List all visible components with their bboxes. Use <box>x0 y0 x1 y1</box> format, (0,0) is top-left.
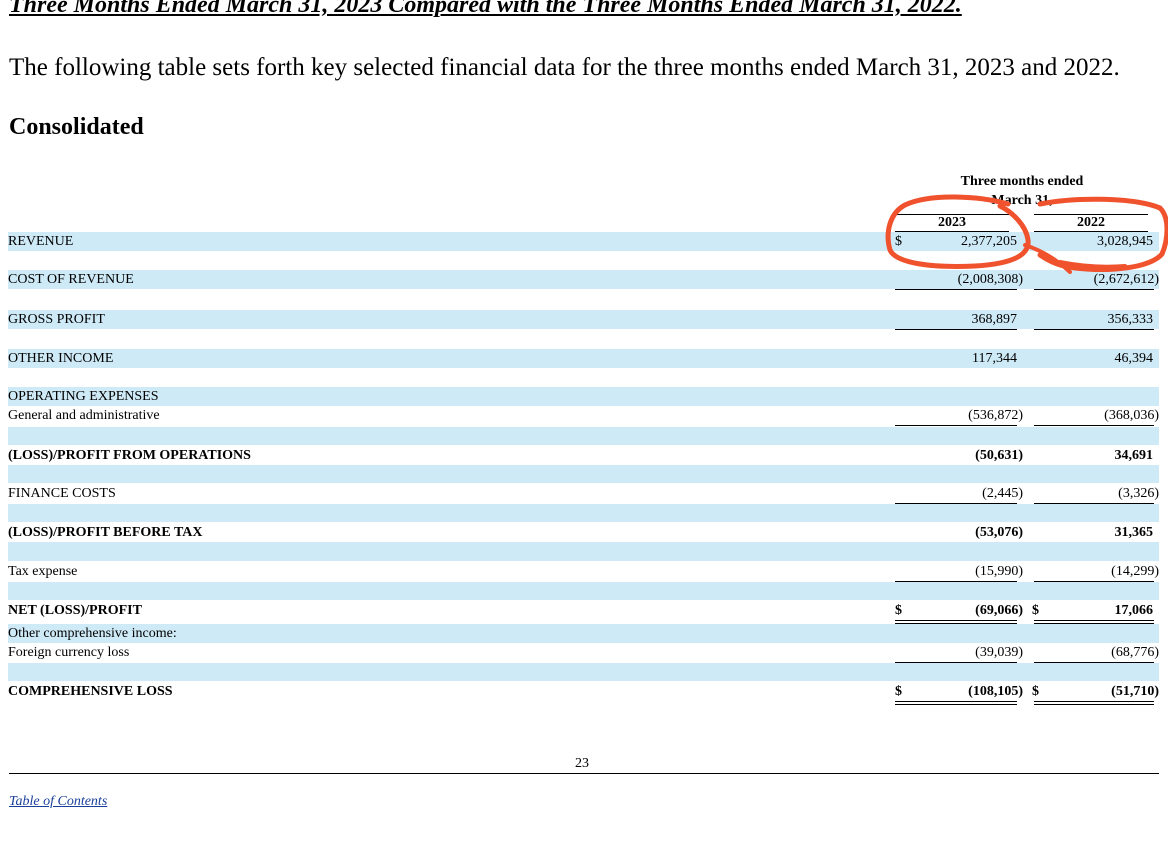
table-row-revenue: REVENUE $ 2,377,205 3,028,945 <box>8 232 1159 251</box>
table-row-operating-expenses: OPERATING EXPENSES <box>8 387 1159 406</box>
row-label: REVENUE <box>8 234 74 249</box>
value-2023: 368,897 <box>971 312 1018 327</box>
double-underline <box>1034 701 1154 705</box>
value-2022: 356,333 <box>1107 312 1154 327</box>
spacer-row <box>8 542 1159 561</box>
underline <box>1034 503 1154 504</box>
table-row-general-admin: General and administrative (536,872) (36… <box>8 406 1159 426</box>
row-label: (LOSS)/PROFIT FROM OPERATIONS <box>8 448 251 463</box>
column-header-date: March 31, <box>991 193 1053 208</box>
table-row-profit-before-tax: (LOSS)/PROFIT BEFORE TAX (53,076) 31,365 <box>8 523 1159 542</box>
row-label: OPERATING EXPENSES <box>8 389 159 404</box>
row-label: OTHER INCOME <box>8 351 114 366</box>
underline <box>895 289 1017 290</box>
underline <box>895 581 1017 582</box>
value-2023: (536,872) <box>968 408 1023 423</box>
value-2023: (15,990) <box>975 564 1023 579</box>
underline <box>1034 425 1154 426</box>
value-2022: (68,776) <box>1111 645 1159 660</box>
underline <box>895 425 1017 426</box>
value-2022: 31,365 <box>1114 525 1154 540</box>
table-row-tax-expense: Tax expense (15,990) (14,299) <box>8 562 1159 582</box>
table-row-other-comprehensive-income: Other comprehensive income: <box>8 624 1159 643</box>
table-row-comprehensive-loss: COMPREHENSIVE LOSS $ (108,105) $ (51,710… <box>8 682 1159 705</box>
section-heading: Three Months Ended March 31, 2023 Compar… <box>9 0 962 18</box>
value-2023: (108,105) <box>968 684 1023 699</box>
row-label: COST OF REVENUE <box>8 272 134 287</box>
table-row-cost-of-revenue: COST OF REVENUE (2,008,308) (2,672,612) <box>8 270 1159 290</box>
currency-symbol: $ <box>1032 684 1039 699</box>
underline <box>1034 662 1154 663</box>
year-header-2023: 2023 <box>895 214 1009 232</box>
spacer-row <box>8 465 1159 483</box>
table-row-profit-from-operations: (LOSS)/PROFIT FROM OPERATIONS (50,631) 3… <box>8 446 1159 465</box>
table-row-net-profit: NET (LOSS)/PROFIT $ (69,066) $ 17,066 <box>8 601 1159 624</box>
row-label: Tax expense <box>8 564 78 579</box>
double-underline <box>1034 620 1154 624</box>
value-2023: 2,377,205 <box>961 234 1017 249</box>
table-row-foreign-currency-loss: Foreign currency loss (39,039) (68,776) <box>8 643 1159 663</box>
currency-symbol: $ <box>895 684 902 699</box>
spacer-row <box>8 663 1159 681</box>
underline <box>1034 289 1154 290</box>
table-row-other-income: OTHER INCOME 117,344 46,394 <box>8 349 1159 368</box>
value-2022: (2,672,612) <box>1093 272 1159 287</box>
table-row-finance-costs: FINANCE COSTS (2,445) (3,326) <box>8 484 1159 504</box>
row-label: GROSS PROFIT <box>8 312 105 327</box>
table-of-contents-link[interactable]: Table of Contents <box>9 794 108 809</box>
value-2023: (2,445) <box>982 486 1023 501</box>
section-title: Consolidated <box>9 114 144 140</box>
column-header-period: Three months ended <box>960 174 1084 189</box>
underline <box>1034 581 1154 582</box>
value-2022: (368,036) <box>1104 408 1159 423</box>
underline <box>895 503 1017 504</box>
page-divider <box>9 773 1159 774</box>
row-label: (LOSS)/PROFIT BEFORE TAX <box>8 525 203 540</box>
row-label: FINANCE COSTS <box>8 486 116 501</box>
year-header-2022: 2022 <box>1034 214 1148 232</box>
value-2022: 17,066 <box>1114 603 1154 618</box>
value-2023: 117,344 <box>972 351 1017 366</box>
intro-paragraph: The following table sets forth key selec… <box>9 54 1120 81</box>
value-2023: (69,066) <box>975 603 1023 618</box>
table-row-gross-profit: GROSS PROFIT 368,897 356,333 <box>8 310 1159 330</box>
value-2022: 3,028,945 <box>1097 234 1153 249</box>
spacer-row <box>8 504 1159 522</box>
page-number: 23 <box>575 756 589 771</box>
value-2023: (2,008,308) <box>957 272 1023 287</box>
value-2023: (50,631) <box>975 448 1023 463</box>
value-2023: (39,039) <box>975 645 1023 660</box>
row-label: General and administrative <box>8 408 160 423</box>
underline <box>1034 329 1154 330</box>
value-2022: (14,299) <box>1111 564 1159 579</box>
spacer-row <box>8 427 1159 445</box>
underline <box>895 329 1017 330</box>
row-label: Other comprehensive income: <box>8 626 177 641</box>
row-label: COMPREHENSIVE LOSS <box>8 684 173 699</box>
row-label: Foreign currency loss <box>8 645 130 660</box>
value-2022: (3,326) <box>1118 486 1159 501</box>
underline <box>895 662 1017 663</box>
row-label: NET (LOSS)/PROFIT <box>8 603 142 618</box>
currency-symbol: $ <box>895 603 902 618</box>
value-2022: 34,691 <box>1114 448 1154 463</box>
value-2023: (53,076) <box>975 525 1023 540</box>
value-2022: (51,710) <box>1111 684 1159 699</box>
value-2022: 46,394 <box>1114 351 1154 366</box>
double-underline <box>895 620 1017 624</box>
currency-symbol: $ <box>1032 603 1039 618</box>
spacer-row <box>8 582 1159 600</box>
double-underline <box>895 701 1017 705</box>
